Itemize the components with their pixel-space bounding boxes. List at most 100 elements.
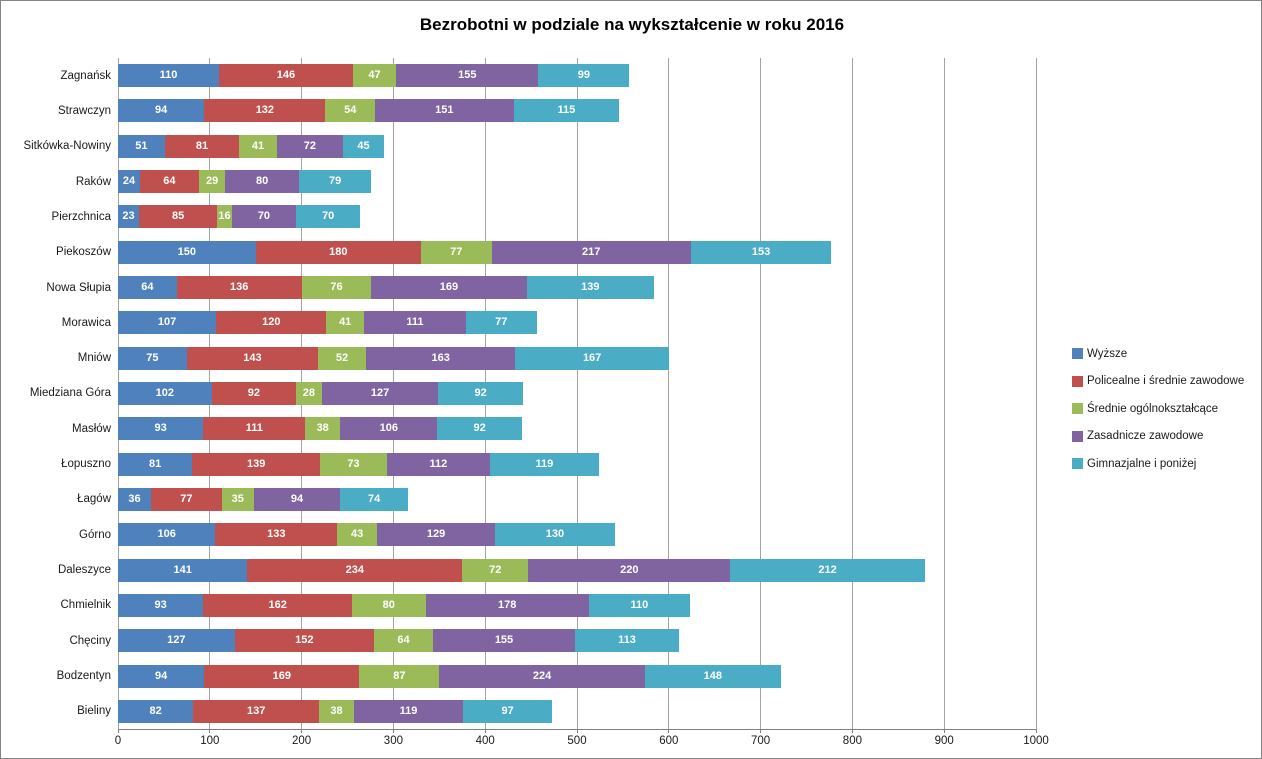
bar-stack: 102 92 28 127 92 bbox=[118, 381, 1036, 405]
bar-row: 64 136 76 169 139 bbox=[118, 270, 1036, 305]
bar-stack: 127 152 64 155 113 bbox=[118, 629, 1036, 653]
x-axis-tickmarks bbox=[117, 729, 1037, 734]
bar-segment: 155 bbox=[396, 64, 539, 88]
bar-value-label: 102 bbox=[155, 386, 174, 399]
bar-value-label: 94 bbox=[290, 492, 304, 505]
bar-segment: 132 bbox=[204, 99, 326, 123]
bar-value-label: 51 bbox=[135, 139, 148, 152]
bar-segment: 73 bbox=[319, 452, 387, 476]
bar-value-label: 41 bbox=[339, 316, 352, 329]
bar-value-label: 23 bbox=[122, 210, 135, 223]
bar-value-label: 163 bbox=[431, 351, 450, 364]
bar-segment: 220 bbox=[528, 558, 731, 582]
legend-swatch bbox=[1072, 375, 1083, 387]
bar-segment: 75 bbox=[118, 346, 187, 370]
bar-value-label: 137 bbox=[246, 704, 266, 717]
bar-value-label: 43 bbox=[351, 528, 364, 541]
bar-value-label: 169 bbox=[439, 281, 459, 294]
bar-segment: 112 bbox=[386, 452, 490, 476]
bar-value-label: 97 bbox=[501, 704, 514, 717]
bar-segment: 155 bbox=[432, 629, 576, 653]
bar-stack: 110 146 47 155 99 bbox=[118, 64, 1036, 88]
bar-segment: 36 bbox=[118, 487, 152, 511]
legend: Wyższe Policealne i średnie zawodowe Średn… bbox=[1072, 340, 1244, 478]
bar-value-label: 28 bbox=[302, 386, 316, 399]
bar-value-label: 47 bbox=[368, 69, 381, 82]
legend-item: Gimnazjalne i poniżej bbox=[1072, 450, 1244, 478]
bar-segment: 92 bbox=[437, 417, 522, 441]
bar-value-label: 76 bbox=[330, 281, 343, 294]
bar-segment: 45 bbox=[342, 134, 385, 158]
x-axis-tick-label: 600 bbox=[659, 735, 679, 747]
bar-segment: 212 bbox=[730, 558, 925, 582]
bar-row: 93 111 38 106 92 bbox=[118, 411, 1036, 446]
category-label: Piekoszów bbox=[56, 246, 111, 259]
category-label: Sitkówka-Nowiny bbox=[23, 140, 111, 153]
bar-value-label: 111 bbox=[406, 316, 424, 329]
category-label: Masłów bbox=[72, 422, 111, 435]
bar-segment: 23 bbox=[118, 205, 140, 229]
bar-value-label: 99 bbox=[577, 69, 590, 82]
bar-segment: 217 bbox=[491, 240, 691, 264]
bar-value-label: 82 bbox=[149, 704, 162, 717]
bar-value-label: 70 bbox=[322, 210, 335, 223]
bar-segment: 94 bbox=[253, 487, 341, 511]
x-axis-tick bbox=[392, 729, 394, 733]
bar-segment: 99 bbox=[538, 64, 630, 88]
gridline bbox=[576, 58, 578, 729]
bar-segment: 113 bbox=[575, 629, 679, 653]
legend-label: Policealne i średnie zawodowe bbox=[1087, 375, 1245, 388]
bar-segment: 41 bbox=[326, 311, 364, 335]
bar-value-label: 234 bbox=[345, 563, 365, 576]
bar-value-label: 151 bbox=[435, 104, 454, 117]
legend-label: Gimnazjalne i poniżej bbox=[1087, 457, 1197, 470]
bar-row: 93 162 80 178 110 bbox=[118, 588, 1036, 623]
bar-value-label: 217 bbox=[582, 245, 601, 258]
bar-stack: 51 81 41 72 45 bbox=[118, 134, 1036, 158]
bar-row: 82 137 38 119 97 bbox=[118, 694, 1036, 729]
bar-segment: 29 bbox=[198, 170, 226, 194]
category-label: Raków bbox=[75, 175, 111, 188]
bar-value-label: 38 bbox=[330, 704, 343, 717]
bar-value-label: 64 bbox=[141, 281, 154, 294]
bar-row: 107 120 41 111 77 bbox=[118, 305, 1036, 340]
bar-segment: 93 bbox=[118, 417, 204, 441]
bar-value-label: 73 bbox=[347, 457, 360, 470]
bar-value-label: 143 bbox=[243, 351, 262, 364]
bar-row: 94 132 54 151 115 bbox=[118, 93, 1036, 128]
bar-segment: 127 bbox=[321, 381, 439, 405]
bar-segment: 153 bbox=[690, 240, 832, 264]
bar-segment: 77 bbox=[465, 311, 537, 335]
bar-stack: 82 137 38 119 97 bbox=[118, 699, 1036, 723]
bar-value-label: 93 bbox=[154, 598, 167, 611]
bar-stack: 23 85 16 70 70 bbox=[118, 205, 1036, 229]
bar-segment: 151 bbox=[375, 99, 514, 123]
bar-segment: 70 bbox=[231, 205, 297, 229]
legend-label: Wyższe bbox=[1087, 347, 1128, 360]
bar-value-label: 94 bbox=[155, 104, 168, 117]
bar-value-label: 92 bbox=[247, 386, 260, 399]
bar-value-label: 152 bbox=[295, 634, 314, 647]
bar-segment: 178 bbox=[425, 593, 589, 617]
bar-value-label: 85 bbox=[171, 210, 185, 223]
bar-stack: 64 136 76 169 139 bbox=[118, 276, 1036, 300]
legend-swatch bbox=[1072, 458, 1083, 470]
legend-item: Zasadnicze zawodowe bbox=[1072, 423, 1244, 451]
x-axis-tick-label: 0 bbox=[114, 735, 122, 747]
bar-value-label: 81 bbox=[195, 139, 209, 152]
category-label: Górno bbox=[79, 528, 111, 541]
bar-value-label: 180 bbox=[329, 245, 348, 258]
bar-value-label: 107 bbox=[157, 316, 177, 329]
plot-area: 110 146 47 155 99 94 132 54 151 115 51 81 41 72 45 24 64… bbox=[117, 58, 1037, 730]
bar-value-label: 52 bbox=[335, 351, 349, 364]
category-label: Łopuszno bbox=[61, 458, 111, 471]
gridline bbox=[943, 58, 945, 729]
category-label: Zagnańsk bbox=[60, 69, 111, 82]
bar-segment: 54 bbox=[325, 99, 376, 123]
bar-segment: 87 bbox=[359, 664, 440, 688]
bar-segment: 127 bbox=[118, 629, 235, 653]
x-axis-tick-label: 300 bbox=[383, 735, 403, 747]
x-axis-tick-label: 100 bbox=[200, 735, 220, 747]
bar-row: 94 169 87 224 148 bbox=[118, 658, 1036, 693]
x-axis-tick bbox=[209, 729, 211, 733]
